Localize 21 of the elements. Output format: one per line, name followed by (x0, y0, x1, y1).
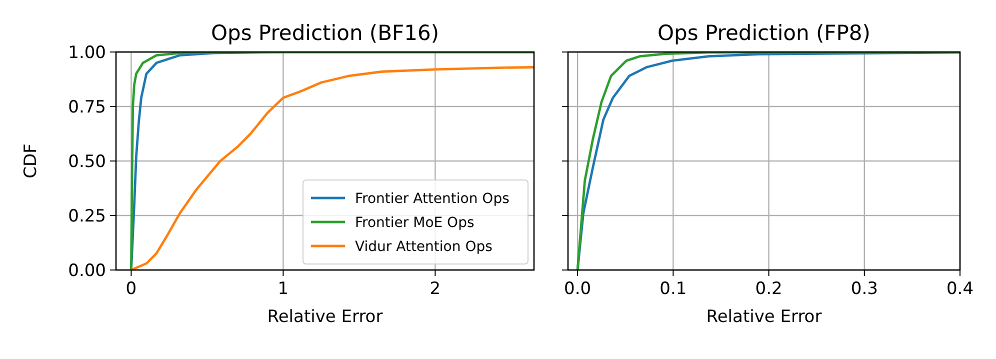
y-tick-label: 0.00 (68, 260, 106, 281)
legend-label: Frontier Attention Ops (355, 190, 510, 207)
x-tick-label: 0.3 (850, 279, 878, 299)
legend-label: Vidur Attention Ops (355, 238, 492, 255)
x-axis-title: Relative Error (706, 307, 822, 327)
x-tick-label: 1 (278, 279, 289, 299)
y-tick-label: 0.50 (68, 152, 106, 172)
legend-label: Frontier MoE Ops (355, 214, 474, 231)
x-tick-label: 0.0 (564, 279, 592, 299)
y-axis-title: CDF (21, 144, 41, 178)
y-tick-label: 0.75 (68, 97, 106, 118)
x-tick-label: 2 (430, 279, 441, 299)
x-tick-label: 0.2 (755, 279, 782, 299)
x-axis-title: Relative Error (267, 307, 383, 327)
x-tick-label: 0.1 (660, 279, 687, 299)
x-tick-label: 0.4 (946, 279, 974, 299)
x-tick-label: 0 (126, 279, 137, 299)
y-tick-label: 0.25 (68, 206, 106, 226)
chart-title: Ops Prediction (FP8) (658, 21, 870, 45)
y-tick-label: 1.00 (68, 42, 106, 63)
chart-title: Ops Prediction (BF16) (210, 21, 440, 45)
